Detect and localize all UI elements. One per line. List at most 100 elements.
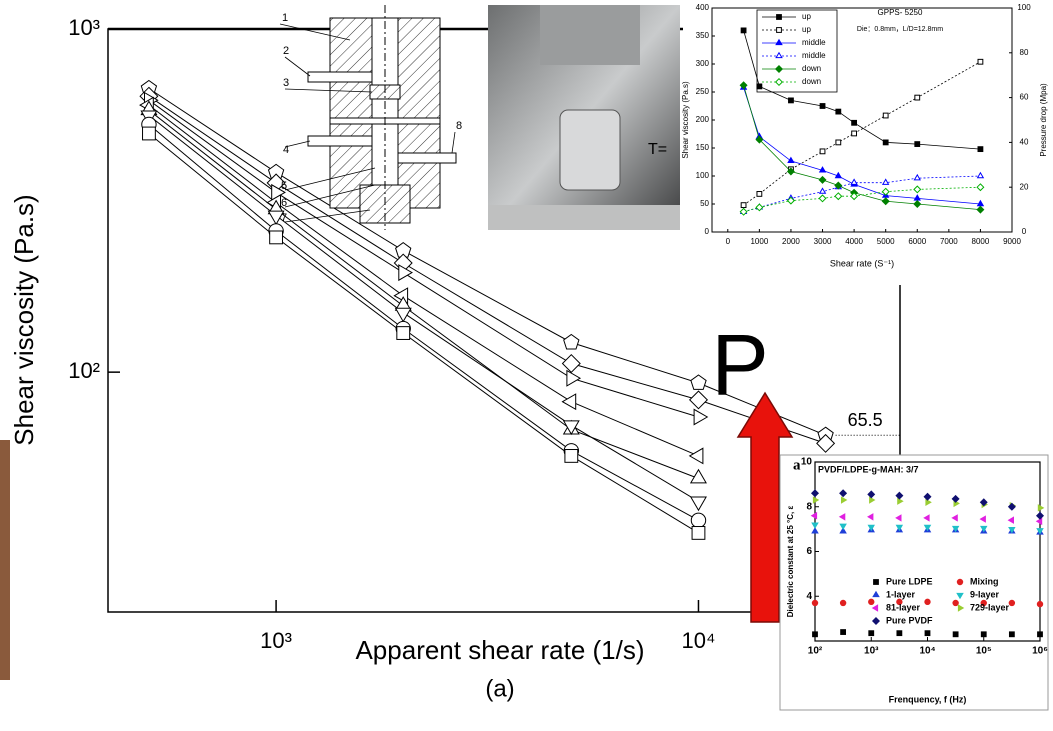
marker: [951, 494, 960, 503]
marker: [957, 604, 965, 612]
legend-label: 1-layer: [886, 589, 916, 599]
marker: [951, 525, 960, 533]
main-chart: 10³ 10⁴ 10² 10³ Shear viscosity (Pa.s) Appare…: [9, 15, 901, 702]
marker: [977, 146, 984, 153]
marker: [980, 631, 987, 638]
x-tick-label: 3000: [814, 237, 832, 246]
marker: [956, 578, 964, 586]
marker: [977, 58, 984, 65]
legend-label: Pure PVDF: [886, 615, 933, 625]
marker: [867, 513, 874, 521]
schematic-label: 1: [282, 12, 288, 24]
y-tick-label: 200: [696, 115, 710, 124]
marker: [980, 525, 988, 533]
y-tick-label: 400: [696, 3, 710, 12]
marker: [913, 199, 922, 209]
marker: [1037, 631, 1043, 638]
y2-tick-label: 40: [1020, 138, 1029, 147]
marker: [690, 512, 707, 529]
marker: [976, 205, 985, 214]
marker: [811, 599, 819, 607]
marker: [881, 178, 890, 185]
schematic-label: 7: [281, 212, 287, 224]
marker: [835, 108, 842, 115]
caption: (a): [485, 675, 514, 702]
marker: [819, 148, 826, 155]
marker: [267, 210, 285, 226]
marker: [812, 496, 820, 504]
x-tick-label: 10³: [864, 646, 879, 657]
marker: [871, 604, 879, 612]
marker: [1036, 600, 1044, 608]
marker: [850, 192, 859, 201]
marker: [1007, 516, 1014, 524]
legend-label: up: [802, 12, 811, 21]
schematic-label: 5: [281, 180, 287, 192]
marker: [776, 14, 782, 20]
x-tick-label: 7000: [940, 237, 958, 246]
y-tick-label: 8: [806, 501, 812, 512]
x-tick-label: 8000: [972, 237, 990, 246]
legend-label: 81-layer: [886, 602, 921, 612]
marker: [979, 498, 988, 507]
marker: [923, 524, 932, 532]
marker: [925, 498, 932, 506]
series-line: [148, 88, 826, 436]
marker: [818, 187, 827, 194]
marker: [566, 369, 582, 387]
inset-background: [683, 0, 1053, 285]
panel-letter: a: [793, 457, 801, 473]
text-fragment: T=: [648, 141, 667, 158]
marker: [914, 94, 921, 101]
marker: [839, 527, 847, 534]
legend-label: Mixing: [970, 576, 999, 586]
legend-label: 729-layer: [970, 602, 1010, 612]
marker: [775, 51, 783, 59]
schematic-label: 3: [283, 77, 289, 89]
marker: [976, 171, 985, 179]
legend-label: 9-layer: [970, 589, 1000, 599]
chart-subtitle: Die：0.8mm，L/D=12.8mm: [857, 26, 943, 33]
marker: [867, 490, 876, 499]
marker: [839, 489, 848, 498]
arrow: [736, 391, 794, 623]
marker: [1037, 504, 1045, 512]
marker: [882, 139, 889, 146]
marker: [398, 264, 414, 282]
y-tick-label: 0: [705, 227, 710, 236]
marker: [739, 207, 748, 216]
marker: [956, 592, 964, 600]
marker: [869, 496, 876, 504]
marker: [868, 630, 875, 637]
x-tick-label: 10⁵: [976, 646, 992, 657]
marker: [740, 27, 747, 34]
y2-tick-label: 60: [1020, 93, 1029, 102]
marker: [819, 103, 826, 109]
marker: [923, 514, 930, 522]
marker: [924, 630, 931, 637]
marker: [816, 433, 836, 453]
marker: [562, 420, 580, 436]
marker: [775, 38, 783, 46]
marker: [688, 447, 704, 465]
marker: [689, 468, 707, 484]
marker: [811, 522, 819, 529]
x-tick-label: 10⁴: [919, 646, 935, 657]
marker: [881, 197, 890, 206]
x-axis-label: Apparent shear rate (1/s): [355, 635, 644, 665]
y2-tick-label: 100: [1017, 3, 1031, 12]
marker: [980, 599, 987, 607]
marker: [810, 489, 820, 498]
marker: [561, 393, 577, 411]
y-tick-label: 350: [696, 31, 710, 40]
legend-label: middle: [802, 38, 826, 47]
y-tick-label: 10: [801, 457, 813, 468]
marker: [951, 514, 958, 522]
inset-background: [779, 454, 1049, 711]
chart-title: GPPS- 5250: [878, 8, 923, 17]
marker: [269, 230, 283, 245]
marker: [834, 171, 843, 179]
marker: [786, 196, 795, 205]
marker: [818, 194, 827, 203]
